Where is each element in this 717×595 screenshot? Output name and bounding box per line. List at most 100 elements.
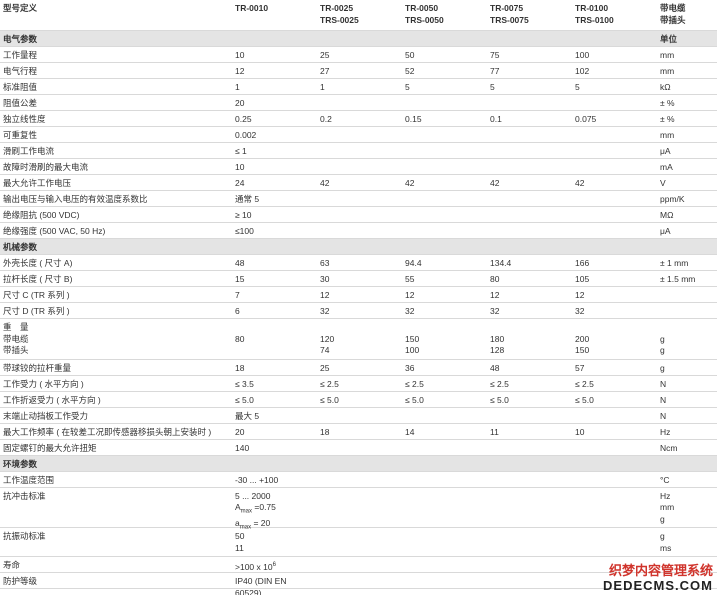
cell-line: Ncm bbox=[660, 442, 678, 453]
value-cell: 52 bbox=[402, 63, 487, 78]
cell-line: Hz bbox=[660, 426, 671, 437]
cell-line: 7 bbox=[235, 290, 240, 300]
value-cell: 166 bbox=[572, 255, 657, 270]
value-cell bbox=[402, 223, 487, 238]
value-cell bbox=[572, 528, 657, 556]
row-label: 拉杆长度 ( 尺寸 B) bbox=[0, 271, 232, 286]
cell-line: 120 bbox=[320, 333, 335, 344]
cell-line: 42 bbox=[575, 178, 585, 188]
value-cell bbox=[402, 557, 487, 572]
cell-line: 6 bbox=[235, 306, 240, 316]
blank bbox=[232, 239, 317, 254]
cell-line: 18 bbox=[235, 362, 245, 373]
cell-line: 尺寸 C (TR 系列 ) bbox=[3, 290, 70, 300]
value-cell: 32 bbox=[402, 303, 487, 318]
section-row: 电气参数 单位 bbox=[0, 31, 717, 47]
value-cell bbox=[487, 127, 572, 142]
value-cell: 134.4 bbox=[487, 255, 572, 270]
cell-line: ± % bbox=[660, 98, 675, 108]
blank bbox=[572, 456, 657, 471]
value-cell: 20 bbox=[232, 424, 317, 439]
blank bbox=[232, 31, 317, 46]
row-label: 带球铰的拉杆重量 bbox=[0, 360, 232, 375]
value-cell bbox=[572, 191, 657, 206]
value-cell bbox=[402, 143, 487, 158]
cell-line: 94.4 bbox=[405, 258, 422, 268]
value-cell: 10 bbox=[232, 47, 317, 62]
cell-line: TR-0050 bbox=[405, 3, 439, 13]
data-row: 工作温度范围 -30 ... +100 °C bbox=[0, 472, 717, 488]
cell-line: IP40 (DIN EN 60529) bbox=[235, 576, 287, 595]
value-cell: 27 bbox=[317, 63, 402, 78]
value-cell: ≤ 5.0 bbox=[402, 392, 487, 407]
cell-line: 工作受力 ( 水平方向 ) bbox=[3, 378, 84, 389]
blank bbox=[317, 456, 402, 471]
cell-line: 型号定义 bbox=[3, 3, 38, 13]
value-cell bbox=[317, 557, 402, 572]
cell-line: 80 bbox=[235, 333, 245, 344]
row-label: 最大允许工作电压 bbox=[0, 175, 232, 190]
value-cell: ≥ 10 bbox=[232, 207, 317, 222]
cell-line: 100 bbox=[405, 345, 420, 355]
row-label: 固定螺钉的最大允许扭矩 bbox=[0, 440, 232, 455]
value-cell: ≤ 5.0 bbox=[572, 392, 657, 407]
cell-line: ≤ 2.5 bbox=[405, 378, 424, 389]
unit-cell: N bbox=[657, 392, 717, 407]
value-cell: 200 150 bbox=[572, 319, 657, 359]
value-cell bbox=[402, 127, 487, 142]
value-cell bbox=[402, 472, 487, 487]
cell-line: ≤ 2.5 bbox=[575, 378, 594, 389]
cell-line: kΩ bbox=[660, 82, 671, 92]
section-row: 机械参数 bbox=[0, 239, 717, 255]
cell-line: 48 bbox=[490, 362, 500, 373]
cell-line: 5 bbox=[405, 82, 410, 92]
cell-line: 12 bbox=[405, 290, 415, 300]
cell-line: 电气行程 bbox=[3, 66, 38, 76]
cell-line: 外壳长度 ( 尺寸 A) bbox=[3, 258, 73, 268]
cell-line: 42 bbox=[405, 178, 415, 188]
cell-line: 5 bbox=[490, 82, 495, 92]
unit-cell: Ncm bbox=[657, 440, 717, 455]
value-cell: 0.15 bbox=[402, 111, 487, 126]
cell-line: 带电缆 bbox=[3, 333, 29, 344]
cell-line: 10 bbox=[235, 50, 245, 60]
data-row: 标准阻值 1 1 5 5 5 kΩ bbox=[0, 79, 717, 95]
cell-line: TR-0025 bbox=[320, 3, 354, 13]
value-cell: >100 x 106 bbox=[232, 557, 317, 572]
value-cell: 50 11 bbox=[232, 528, 317, 556]
unit-cell: mA bbox=[657, 159, 717, 174]
row-label: 抗振动标准 bbox=[0, 528, 232, 556]
cell-line: 带电缆 bbox=[660, 3, 686, 13]
cell-line: -30 ... +100 bbox=[235, 474, 279, 485]
value-cell bbox=[317, 127, 402, 142]
cell-line: °C bbox=[660, 474, 670, 485]
cell-line: 75 bbox=[490, 50, 500, 60]
header-row: 型号定义 TR-0010 TR-0025 TRS-0025 TR-0050 TRS-005… bbox=[0, 0, 717, 31]
unit-header: 带电缆 带插头 bbox=[657, 0, 717, 30]
unit-cell: °C bbox=[657, 472, 717, 487]
value-cell bbox=[317, 207, 402, 222]
row-label: 独立线性度 bbox=[0, 111, 232, 126]
value-cell: 5 bbox=[402, 79, 487, 94]
data-row: 抗振动标准 50 11 g ms bbox=[0, 528, 717, 557]
cell-line: 末端止动挡板工作受力 bbox=[3, 410, 89, 421]
cell-line: 42 bbox=[490, 178, 500, 188]
cell-line: 最大 5 bbox=[235, 410, 260, 421]
cell-line: 0.15 bbox=[405, 114, 422, 124]
cell-line: 20 bbox=[235, 426, 245, 437]
value-cell: 57 bbox=[572, 360, 657, 375]
value-cell: 10 bbox=[232, 159, 317, 174]
unit-cell: V bbox=[657, 175, 717, 190]
cell-line: 48 bbox=[235, 258, 245, 268]
data-row: 最大允许工作电压 24 42 42 42 42 V bbox=[0, 175, 717, 191]
value-cell: 10 bbox=[572, 424, 657, 439]
cell-line: N bbox=[660, 394, 667, 405]
row-label: 滑刷工作电流 bbox=[0, 143, 232, 158]
data-row: 绝缘阻抗 (500 VDC) ≥ 10 MΩ bbox=[0, 207, 717, 223]
cell-line: 10 bbox=[235, 162, 245, 172]
value-cell: 24 bbox=[232, 175, 317, 190]
cell-line: >100 x 106 bbox=[235, 560, 314, 573]
cell-line: 32 bbox=[490, 306, 500, 316]
value-cell bbox=[487, 573, 572, 588]
section-title: 电气参数 bbox=[3, 34, 38, 44]
